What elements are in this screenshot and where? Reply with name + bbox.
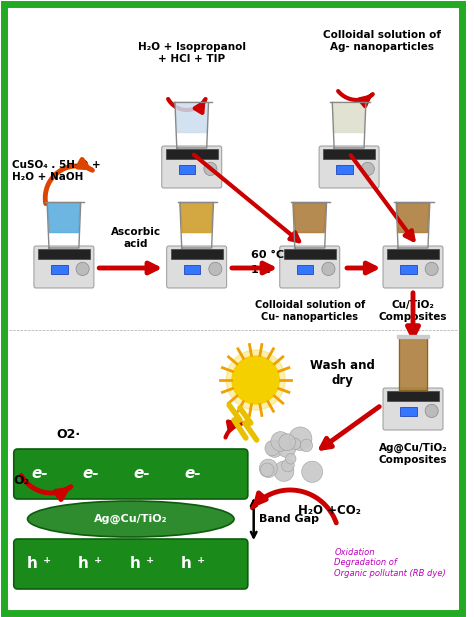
- Circle shape: [322, 262, 335, 276]
- FancyBboxPatch shape: [297, 265, 313, 274]
- Circle shape: [232, 356, 279, 404]
- FancyBboxPatch shape: [280, 246, 340, 288]
- Circle shape: [265, 441, 280, 456]
- FancyBboxPatch shape: [14, 539, 248, 589]
- Text: e-: e-: [133, 466, 150, 481]
- FancyBboxPatch shape: [162, 146, 222, 188]
- Text: 60 °C: 60 °C: [251, 250, 284, 260]
- FancyBboxPatch shape: [383, 246, 443, 288]
- FancyBboxPatch shape: [383, 388, 443, 430]
- Text: H₂O + Isopropanol
+ HCl + TIP: H₂O + Isopropanol + HCl + TIP: [138, 42, 246, 64]
- FancyBboxPatch shape: [171, 249, 223, 259]
- Text: Oxidation
Degradation of
Organic pollutant (RB dye): Oxidation Degradation of Organic polluta…: [334, 548, 446, 578]
- Text: h ⁺: h ⁺: [129, 557, 154, 571]
- FancyBboxPatch shape: [319, 146, 379, 188]
- FancyBboxPatch shape: [183, 265, 201, 274]
- Circle shape: [289, 427, 312, 450]
- FancyBboxPatch shape: [179, 165, 195, 173]
- FancyBboxPatch shape: [323, 149, 375, 159]
- Text: h ⁺: h ⁺: [27, 557, 51, 571]
- Circle shape: [278, 439, 296, 457]
- Circle shape: [271, 432, 290, 451]
- Polygon shape: [47, 203, 80, 233]
- Text: O2·: O2·: [57, 428, 81, 442]
- Circle shape: [76, 262, 89, 276]
- FancyBboxPatch shape: [4, 4, 462, 613]
- FancyBboxPatch shape: [166, 149, 218, 159]
- FancyBboxPatch shape: [336, 165, 353, 173]
- Circle shape: [289, 437, 301, 450]
- Circle shape: [290, 439, 301, 449]
- FancyBboxPatch shape: [38, 249, 90, 259]
- Circle shape: [266, 440, 283, 457]
- Text: Ascorbic
acid: Ascorbic acid: [110, 227, 161, 249]
- FancyBboxPatch shape: [400, 407, 417, 416]
- FancyBboxPatch shape: [400, 265, 417, 274]
- Text: CuSO₄ . 5H₂O +
H₂O + NaOH: CuSO₄ . 5H₂O + H₂O + NaOH: [12, 160, 100, 181]
- Circle shape: [274, 461, 294, 481]
- Text: H₂O +CO₂: H₂O +CO₂: [298, 503, 361, 516]
- Text: h ⁺: h ⁺: [181, 557, 205, 571]
- Polygon shape: [397, 203, 429, 233]
- Text: e-: e-: [31, 466, 48, 481]
- FancyBboxPatch shape: [34, 246, 94, 288]
- Text: O₂: O₂: [14, 473, 30, 486]
- Polygon shape: [399, 337, 427, 390]
- Text: Ag@Cu/TiO₂
Composites: Ag@Cu/TiO₂ Composites: [379, 443, 447, 465]
- FancyBboxPatch shape: [51, 265, 68, 274]
- Text: h ⁺: h ⁺: [78, 557, 102, 571]
- Text: Cu/TiO₂
Composites: Cu/TiO₂ Composites: [379, 300, 447, 321]
- Circle shape: [425, 262, 438, 276]
- Polygon shape: [175, 103, 208, 133]
- Text: e-: e-: [184, 466, 201, 481]
- Circle shape: [259, 459, 277, 478]
- Circle shape: [282, 459, 294, 472]
- Text: 1 h: 1 h: [251, 265, 270, 275]
- Polygon shape: [293, 203, 326, 233]
- Circle shape: [361, 162, 374, 176]
- Circle shape: [226, 350, 285, 410]
- Circle shape: [285, 453, 296, 464]
- FancyBboxPatch shape: [284, 249, 336, 259]
- FancyBboxPatch shape: [14, 449, 248, 499]
- FancyBboxPatch shape: [387, 391, 439, 400]
- Circle shape: [261, 463, 274, 477]
- Circle shape: [425, 404, 438, 418]
- Circle shape: [279, 434, 295, 451]
- Circle shape: [300, 439, 312, 452]
- Circle shape: [301, 461, 323, 482]
- Ellipse shape: [27, 501, 234, 537]
- Text: Band Gap: Band Gap: [259, 514, 319, 524]
- Polygon shape: [180, 203, 213, 233]
- Text: e-: e-: [82, 466, 99, 481]
- Text: Ag@Cu/TiO₂: Ag@Cu/TiO₂: [94, 514, 167, 524]
- Circle shape: [204, 162, 217, 176]
- Text: Colloidal solution of
Cu- nanoparticles: Colloidal solution of Cu- nanoparticles: [255, 300, 365, 321]
- Circle shape: [209, 262, 222, 276]
- Polygon shape: [397, 335, 429, 337]
- FancyBboxPatch shape: [387, 249, 439, 259]
- Text: Wash and
dry: Wash and dry: [310, 359, 374, 387]
- FancyBboxPatch shape: [167, 246, 227, 288]
- Polygon shape: [333, 103, 365, 133]
- Text: Colloidal solution of
Ag- nanoparticles: Colloidal solution of Ag- nanoparticles: [322, 30, 440, 52]
